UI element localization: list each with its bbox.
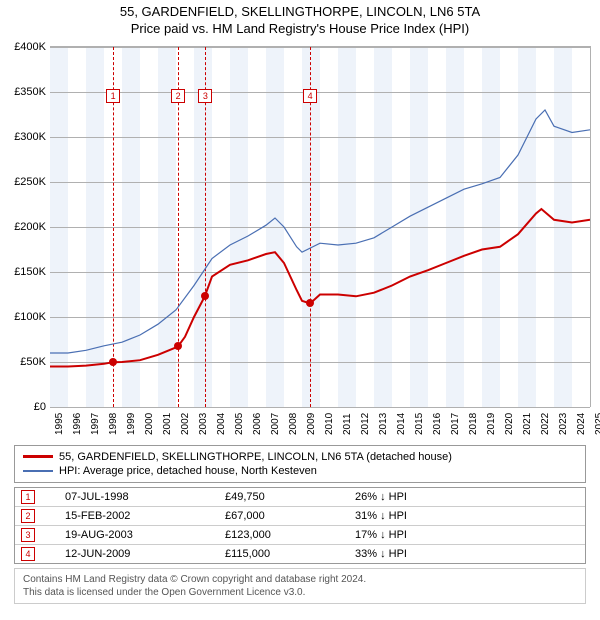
legend-swatch bbox=[23, 455, 53, 458]
legend-swatch bbox=[23, 470, 53, 472]
row-diff: 33% ↓ HPI bbox=[355, 548, 579, 560]
x-axis-label: 2012 bbox=[360, 413, 371, 435]
table-row: 2 15-FEB-2002 £67,000 31% ↓ HPI bbox=[15, 506, 585, 525]
table-row: 4 12-JUN-2009 £115,000 33% ↓ HPI bbox=[15, 544, 585, 563]
x-axis-label: 1996 bbox=[72, 413, 83, 435]
x-axis-label: 2015 bbox=[414, 413, 425, 435]
table-row: 3 19-AUG-2003 £123,000 17% ↓ HPI bbox=[15, 525, 585, 544]
x-axis-label: 2024 bbox=[576, 413, 587, 435]
y-axis-label: £100K bbox=[14, 311, 46, 323]
x-axis-label: 2014 bbox=[396, 413, 407, 435]
y-axis-label: £0 bbox=[34, 401, 46, 413]
x-axis-label: 2023 bbox=[558, 413, 569, 435]
chart-area: £0£50K£100K£150K£200K£250K£300K£350K£400… bbox=[50, 46, 591, 407]
x-axis-label: 2005 bbox=[234, 413, 245, 435]
x-axis-label: 1995 bbox=[54, 413, 65, 435]
row-price: £123,000 bbox=[225, 529, 355, 541]
x-axis-label: 2016 bbox=[432, 413, 443, 435]
legend-label: 55, GARDENFIELD, SKELLINGTHORPE, LINCOLN… bbox=[59, 451, 452, 463]
footnote: Contains HM Land Registry data © Crown c… bbox=[14, 568, 586, 604]
table-row: 1 07-JUL-1998 £49,750 26% ↓ HPI bbox=[15, 488, 585, 506]
x-axis-label: 2004 bbox=[216, 413, 227, 435]
y-axis-label: £350K bbox=[14, 86, 46, 98]
row-date: 19-AUG-2003 bbox=[65, 529, 225, 541]
x-axis-label: 2006 bbox=[252, 413, 263, 435]
series-line bbox=[50, 110, 590, 353]
footnote-line: Contains HM Land Registry data © Crown c… bbox=[23, 573, 577, 586]
row-marker: 4 bbox=[21, 547, 35, 561]
title-line-2: Price paid vs. HM Land Registry's House … bbox=[0, 21, 600, 38]
x-axis-label: 2008 bbox=[288, 413, 299, 435]
series-line bbox=[50, 209, 590, 367]
chart-title: 55, GARDENFIELD, SKELLINGTHORPE, LINCOLN… bbox=[0, 0, 600, 46]
y-axis-label: £50K bbox=[20, 356, 46, 368]
x-axis-label: 2002 bbox=[180, 413, 191, 435]
y-axis-label: £300K bbox=[14, 131, 46, 143]
x-axis-labels: 1995 1996 1997 1998 1999 2000 2001 2002 2003 2004… bbox=[50, 407, 590, 439]
row-marker: 3 bbox=[21, 528, 35, 542]
x-axis-label: 2013 bbox=[378, 413, 389, 435]
y-axis-label: £400K bbox=[14, 41, 46, 53]
x-axis-label: 1997 bbox=[90, 413, 101, 435]
x-axis-label: 2021 bbox=[522, 413, 533, 435]
x-axis-label: 2020 bbox=[504, 413, 515, 435]
row-marker: 2 bbox=[21, 509, 35, 523]
y-axis-label: £150K bbox=[14, 266, 46, 278]
title-line-1: 55, GARDENFIELD, SKELLINGTHORPE, LINCOLN… bbox=[0, 4, 600, 21]
transactions-table: 1 07-JUL-1998 £49,750 26% ↓ HPI 2 15-FEB… bbox=[14, 487, 586, 564]
x-axis-label: 2019 bbox=[486, 413, 497, 435]
chart-lines bbox=[50, 47, 590, 407]
x-axis-label: 2022 bbox=[540, 413, 551, 435]
x-axis-label: 2011 bbox=[342, 413, 353, 435]
row-date: 07-JUL-1998 bbox=[65, 491, 225, 503]
row-price: £49,750 bbox=[225, 491, 355, 503]
x-axis-label: 2017 bbox=[450, 413, 461, 435]
y-axis-label: £200K bbox=[14, 221, 46, 233]
row-marker: 1 bbox=[21, 490, 35, 504]
row-price: £67,000 bbox=[225, 510, 355, 522]
x-axis-label: 2018 bbox=[468, 413, 479, 435]
row-date: 12-JUN-2009 bbox=[65, 548, 225, 560]
legend: 55, GARDENFIELD, SKELLINGTHORPE, LINCOLN… bbox=[14, 445, 586, 483]
x-axis-label: 1999 bbox=[126, 413, 137, 435]
y-axis-label: £250K bbox=[14, 176, 46, 188]
row-diff: 31% ↓ HPI bbox=[355, 510, 579, 522]
row-diff: 26% ↓ HPI bbox=[355, 491, 579, 503]
x-axis-label: 2007 bbox=[270, 413, 281, 435]
x-axis-label: 2025 bbox=[594, 413, 600, 435]
legend-label: HPI: Average price, detached house, Nort… bbox=[59, 465, 317, 477]
x-axis-label: 1998 bbox=[108, 413, 119, 435]
row-date: 15-FEB-2002 bbox=[65, 510, 225, 522]
row-diff: 17% ↓ HPI bbox=[355, 529, 579, 541]
x-axis-label: 2001 bbox=[162, 413, 173, 435]
row-price: £115,000 bbox=[225, 548, 355, 560]
legend-row: 55, GARDENFIELD, SKELLINGTHORPE, LINCOLN… bbox=[23, 450, 577, 464]
x-axis-label: 2000 bbox=[144, 413, 155, 435]
x-axis-label: 2009 bbox=[306, 413, 317, 435]
x-axis-label: 2010 bbox=[324, 413, 335, 435]
x-axis-label: 2003 bbox=[198, 413, 209, 435]
footnote-line: This data is licensed under the Open Gov… bbox=[23, 586, 577, 599]
legend-row: HPI: Average price, detached house, Nort… bbox=[23, 464, 577, 478]
